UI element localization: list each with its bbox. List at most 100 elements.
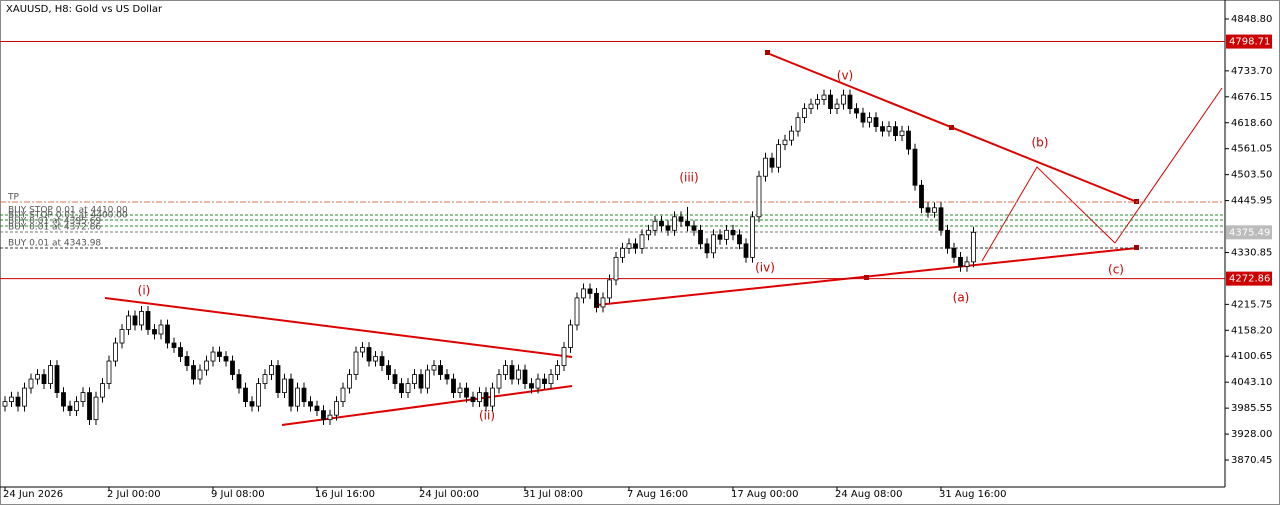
candle-body xyxy=(106,360,112,384)
candle-body xyxy=(522,369,528,384)
x-tick-label: 24 Aug 08:00 xyxy=(835,489,902,500)
candle-body xyxy=(308,401,313,407)
level-tag xyxy=(1226,34,1272,49)
candle-body xyxy=(243,387,248,403)
candle-body xyxy=(535,378,541,389)
candle-body xyxy=(119,329,125,344)
wave-label: (i) xyxy=(138,284,151,298)
candle-body xyxy=(126,315,131,330)
candle-body xyxy=(451,378,456,394)
candle-body xyxy=(256,383,261,407)
candle-body xyxy=(113,342,118,362)
candle-body xyxy=(886,126,892,132)
candle-body xyxy=(275,365,281,394)
candle-body xyxy=(561,347,567,366)
candle-body xyxy=(67,405,73,412)
candle-body xyxy=(821,94,827,100)
candle-body xyxy=(815,99,820,105)
y-tick-label: 4215.75 xyxy=(1231,299,1272,310)
candle-body xyxy=(607,279,612,299)
candle-body xyxy=(360,347,365,353)
x-tick-label: 2 Jul 00:00 xyxy=(107,489,161,500)
candle-body xyxy=(444,374,450,380)
y-tick-label: 3928.00 xyxy=(1231,429,1272,440)
y-tick-label: 4676.15 xyxy=(1231,92,1272,103)
candle-body xyxy=(691,225,697,231)
y-tick-label: 4158.20 xyxy=(1231,325,1272,336)
x-tick-label: 16 Jul 16:00 xyxy=(315,489,375,500)
candle-body xyxy=(2,401,8,407)
candle-body xyxy=(938,207,944,231)
candle-body xyxy=(340,387,346,403)
candle-body xyxy=(178,347,183,357)
wave-label: (a) xyxy=(953,291,970,305)
candle-body xyxy=(236,374,242,389)
last-price-label: 4375.49 xyxy=(1229,227,1270,238)
candle-body xyxy=(48,365,53,384)
candle-body xyxy=(386,365,391,375)
candle-body xyxy=(191,365,196,380)
candle-body xyxy=(464,387,469,398)
candle-body xyxy=(295,387,300,407)
candle-body xyxy=(568,324,573,348)
candle-body xyxy=(698,229,703,245)
candle-body xyxy=(906,130,911,150)
candle-body xyxy=(373,356,378,362)
candle-body xyxy=(93,396,99,421)
x-tick-label: 7 Aug 16:00 xyxy=(627,489,688,500)
y-tick-label: 4848.80 xyxy=(1231,14,1272,25)
candle-body xyxy=(412,374,417,384)
candle-body xyxy=(633,243,638,249)
x-tick-label: 9 Jul 08:00 xyxy=(211,489,265,500)
candle-body xyxy=(581,288,586,299)
candle-body xyxy=(334,401,339,416)
candle-body xyxy=(379,356,385,366)
candle-body xyxy=(145,311,151,330)
candle-body xyxy=(158,324,164,335)
candle-body xyxy=(28,378,34,389)
candle-body xyxy=(210,351,216,362)
last-price-tag xyxy=(1226,225,1272,240)
candle-body xyxy=(763,157,768,177)
level-label: 4798.71 xyxy=(1229,37,1270,48)
candle-body xyxy=(184,356,190,366)
candle-body xyxy=(249,401,255,407)
candle-body xyxy=(704,243,710,254)
candle-body xyxy=(431,365,437,371)
candle-body xyxy=(438,365,443,375)
candle-body xyxy=(457,387,463,394)
y-tick-label: 4043.10 xyxy=(1231,377,1272,388)
candle-body xyxy=(204,360,209,371)
candle-body xyxy=(951,247,957,258)
candle-body xyxy=(594,293,599,308)
candle-body xyxy=(327,414,333,421)
candle-body xyxy=(41,374,47,384)
candle-body xyxy=(152,329,157,335)
candle-body xyxy=(964,261,970,267)
candle-body xyxy=(587,288,593,294)
candle-body xyxy=(841,94,846,105)
candle-body xyxy=(262,374,268,384)
candle-body xyxy=(503,365,508,375)
candle-body xyxy=(834,103,840,109)
candle-body xyxy=(483,392,489,407)
candle-body xyxy=(54,365,60,394)
candle-body xyxy=(418,374,424,389)
candle-body xyxy=(847,94,853,109)
candle-body xyxy=(61,392,66,407)
order-label: BUY STOP 0.01 at 4400.00 xyxy=(8,211,128,221)
candle-body xyxy=(477,392,482,403)
candle-body xyxy=(717,234,723,240)
candle-body xyxy=(87,392,92,421)
candle-body xyxy=(425,369,430,389)
candle-body xyxy=(490,387,495,407)
candle-body xyxy=(22,387,27,407)
candle-body xyxy=(392,374,398,384)
y-tick-label: 4330.85 xyxy=(1231,247,1272,258)
candle-body xyxy=(880,126,885,132)
candle-body xyxy=(314,405,320,412)
candle-body xyxy=(74,401,79,412)
candle-body xyxy=(613,256,619,281)
candle-body xyxy=(678,216,684,222)
